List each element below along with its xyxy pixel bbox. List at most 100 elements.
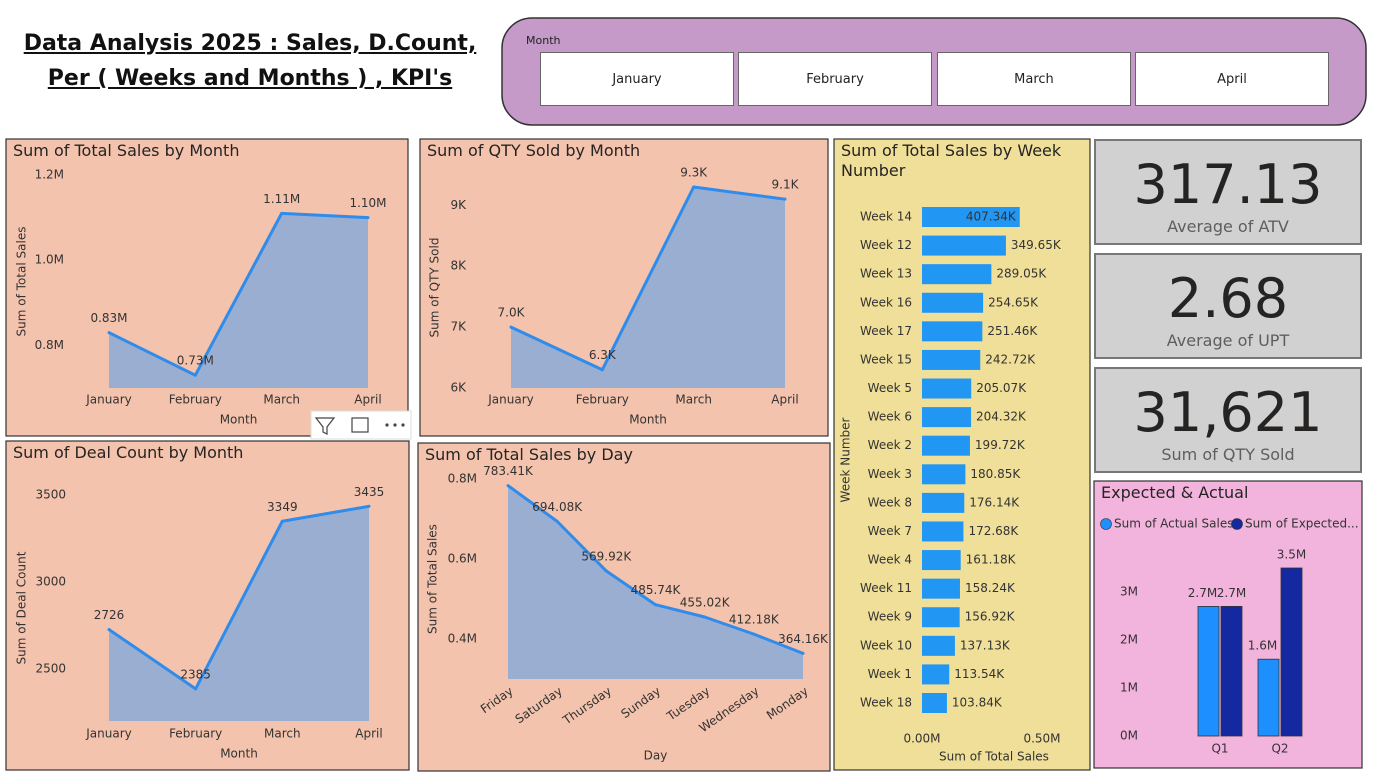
y-tick-label: Week 12	[860, 238, 912, 252]
slicer-item[interactable]: January	[540, 52, 734, 106]
bar	[922, 378, 972, 399]
y-tick-label: 0.8M	[35, 338, 64, 352]
kpi-value: 2.68	[1167, 267, 1289, 330]
value-label: 485.74K	[631, 583, 682, 597]
value-label: 412.18K	[729, 613, 780, 627]
panel-title: Sum of QTY Sold by Month	[427, 141, 641, 160]
x-tick-label: March	[263, 393, 300, 407]
filter-icon	[314, 417, 336, 435]
bar	[1197, 606, 1220, 737]
y-tick-label: 7K	[450, 320, 467, 334]
y-tick-label: Week 3	[868, 467, 912, 481]
kpi-card: 31,621 Sum of QTY Sold	[1094, 367, 1362, 473]
point	[107, 331, 111, 335]
point	[193, 373, 197, 377]
bar	[922, 521, 964, 542]
point	[703, 615, 707, 619]
value-label: 2.7M	[1217, 586, 1246, 600]
point	[280, 519, 284, 523]
x-axis-title: Day	[644, 749, 668, 763]
value-label: 6.3K	[589, 348, 617, 362]
y-tick-label: Week 11	[860, 581, 912, 595]
y-tick-label: Week 16	[860, 295, 912, 309]
bar	[922, 664, 950, 685]
line	[108, 504, 370, 691]
x-axis-title: Month	[220, 413, 258, 427]
slicer-title: Month	[526, 34, 561, 47]
panel-title: Sum of Total Sales by Day	[425, 445, 633, 464]
x-tick-label: February	[576, 393, 629, 407]
value-label: 2385	[180, 667, 211, 681]
point	[107, 628, 111, 632]
value-label: 3349	[267, 500, 298, 514]
value-label: 251.46K	[987, 324, 1038, 338]
value-label: 364.16K	[778, 632, 829, 646]
y-tick-label: 0.6M	[448, 552, 477, 566]
kpi-value: 31,621	[1133, 381, 1323, 444]
value-label: 137.13K	[960, 638, 1011, 652]
kpi-value: 317.13	[1133, 153, 1323, 216]
legend-label: Sum of Actual Sales	[1114, 517, 1233, 531]
x-axis-title: Month	[629, 413, 667, 427]
bar	[922, 435, 970, 456]
point	[752, 632, 756, 636]
value-label: 7.0K	[498, 306, 526, 320]
y-tick-label: 1.2M	[35, 168, 64, 182]
point	[783, 197, 787, 201]
kpi-label: Average of ATV	[1167, 217, 1289, 236]
value-label: 407.34K	[966, 210, 1017, 224]
y-tick-label: Week 17	[860, 324, 912, 338]
y-tick-label: Week 2	[868, 438, 912, 452]
title-line: Data Analysis 2025 : Sales, D.Count,	[23, 31, 477, 56]
value-label: 103.84K	[952, 696, 1003, 710]
slicer-item[interactable]: April	[1135, 52, 1329, 106]
area-fill	[511, 187, 785, 388]
y-axis-title: Sum of Total Sales	[15, 227, 29, 337]
value-label: 1.11M	[263, 192, 300, 206]
y-tick-label: Week 7	[868, 524, 912, 538]
value-label: 254.65K	[988, 295, 1039, 309]
value-label: 694.08K	[532, 500, 583, 514]
y-tick-label: Week 15	[860, 352, 912, 366]
kpi-label: Average of UPT	[1166, 331, 1290, 350]
x-tick-label: April	[354, 393, 381, 407]
x-tick-label: March	[264, 727, 301, 741]
y-tick-label: Week 8	[868, 495, 912, 509]
y-tick-label: Week 14	[860, 210, 912, 224]
value-label: 176.14K	[969, 495, 1020, 509]
bar	[1220, 606, 1243, 737]
y-tick-label: 1.0M	[35, 253, 64, 267]
value-label: 9.3K	[680, 166, 708, 180]
area-fill	[109, 213, 368, 388]
kpi-card: 2.68 Average of UPT	[1094, 253, 1362, 359]
more-icon	[401, 423, 405, 427]
x-tick-label: 0.50M	[1023, 732, 1060, 746]
point	[692, 185, 696, 189]
x-tick-label: April	[355, 727, 382, 741]
point	[366, 216, 370, 220]
value-label: 199.72K	[975, 438, 1026, 452]
value-label: 9.1K	[772, 178, 800, 192]
legend-marker	[1100, 518, 1112, 530]
bar	[922, 693, 947, 713]
bar	[1257, 658, 1280, 737]
y-tick-label: 3M	[1120, 585, 1138, 599]
area-fill	[508, 485, 803, 679]
value-label: 289.05K	[996, 267, 1047, 281]
slicer-item[interactable]: March	[937, 52, 1131, 106]
point	[194, 687, 198, 691]
point	[280, 211, 284, 215]
y-tick-label: 8K	[450, 259, 467, 273]
value-label: 1.10M	[349, 196, 386, 210]
value-label: 180.85K	[970, 467, 1021, 481]
y-axis-title: Sum of QTY Sold	[428, 238, 442, 338]
x-tick-label: Q1	[1211, 742, 1228, 756]
value-label: 2726	[94, 608, 125, 622]
y-tick-label: 2500	[35, 661, 66, 675]
more-icon	[385, 423, 389, 427]
bar	[922, 635, 955, 656]
value-label: 158.24K	[965, 581, 1016, 595]
slicer-item[interactable]: February	[738, 52, 932, 106]
point	[506, 484, 510, 488]
